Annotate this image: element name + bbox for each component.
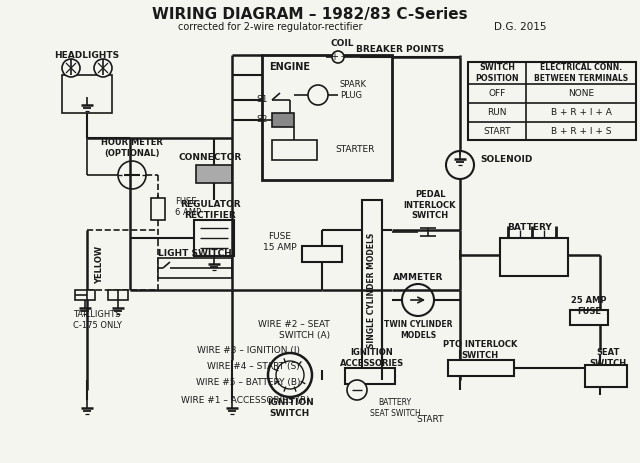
Text: SINGLE CYLINDER MODELS: SINGLE CYLINDER MODELS xyxy=(367,232,376,348)
Text: REGULATOR
RECTIFIER: REGULATOR RECTIFIER xyxy=(180,200,240,220)
Bar xyxy=(448,360,514,376)
Text: LIGHT SWITCH: LIGHT SWITCH xyxy=(158,249,232,257)
Bar xyxy=(196,165,232,183)
Text: START: START xyxy=(483,127,511,136)
Text: ELECTRICAL CONN.
BETWEEN TERMINALS: ELECTRICAL CONN. BETWEEN TERMINALS xyxy=(534,63,628,83)
Text: SOLENOID: SOLENOID xyxy=(480,156,532,164)
Bar xyxy=(585,365,627,387)
Text: AMMETER: AMMETER xyxy=(393,274,443,282)
Text: WIRE #3 – IGNITION (I): WIRE #3 – IGNITION (I) xyxy=(197,345,300,355)
Text: SWITCH
POSITION: SWITCH POSITION xyxy=(475,63,519,83)
Text: WIRE #4 – START (S): WIRE #4 – START (S) xyxy=(207,362,300,370)
Text: +: + xyxy=(330,52,338,62)
Bar xyxy=(262,55,392,180)
Text: 25 AMP
FUSE: 25 AMP FUSE xyxy=(572,296,607,316)
Text: WIRE #5 – BATTERY (B): WIRE #5 – BATTERY (B) xyxy=(195,377,300,387)
Text: WIRE #1 – ACCESSORIES (R): WIRE #1 – ACCESSORIES (R) xyxy=(181,395,310,405)
Text: ENGINE: ENGINE xyxy=(269,62,310,72)
Circle shape xyxy=(347,380,367,400)
Text: SEAT
SWITCH: SEAT SWITCH xyxy=(589,348,627,368)
Text: B + R + I + A: B + R + I + A xyxy=(550,108,611,117)
Text: STARTER: STARTER xyxy=(335,145,374,155)
Bar xyxy=(75,290,95,300)
Circle shape xyxy=(268,353,312,397)
Text: BATTERY: BATTERY xyxy=(508,224,552,232)
Text: HOUR METER
(OPTIONAL): HOUR METER (OPTIONAL) xyxy=(101,138,163,158)
Text: TWIN CYLINDER
MODELS: TWIN CYLINDER MODELS xyxy=(384,320,452,340)
Circle shape xyxy=(402,284,434,316)
Text: COIL: COIL xyxy=(330,39,354,49)
Bar xyxy=(468,62,636,140)
Text: RUN: RUN xyxy=(487,108,507,117)
Text: D.G. 2015: D.G. 2015 xyxy=(493,22,547,32)
Bar xyxy=(62,75,112,113)
Circle shape xyxy=(118,161,146,189)
Bar xyxy=(302,246,342,262)
Circle shape xyxy=(332,51,344,63)
Text: BREAKER POINTS: BREAKER POINTS xyxy=(356,45,444,55)
Text: OFF: OFF xyxy=(488,89,506,98)
Circle shape xyxy=(276,361,304,389)
Bar xyxy=(272,140,317,160)
Circle shape xyxy=(308,85,328,105)
Text: YELLOW: YELLOW xyxy=(95,246,104,284)
Text: NONE: NONE xyxy=(568,89,594,98)
Circle shape xyxy=(446,151,474,179)
Text: S1: S1 xyxy=(257,95,268,105)
Text: FUSE
15 AMP: FUSE 15 AMP xyxy=(263,232,297,252)
Text: WIRE #2 – SEAT
SWITCH (A): WIRE #2 – SEAT SWITCH (A) xyxy=(259,320,330,340)
Text: SPARK
PLUG: SPARK PLUG xyxy=(340,80,367,100)
Text: PEDAL
INTERLOCK
SWITCH: PEDAL INTERLOCK SWITCH xyxy=(404,190,456,220)
Circle shape xyxy=(62,59,80,77)
Text: HEADLIGHTS: HEADLIGHTS xyxy=(54,51,120,61)
Text: S2: S2 xyxy=(257,115,268,125)
Bar xyxy=(151,198,165,220)
Circle shape xyxy=(94,59,112,77)
Bar xyxy=(194,220,234,256)
Text: B + R + I + S: B + R + I + S xyxy=(551,127,611,136)
Bar xyxy=(272,113,294,127)
Text: START: START xyxy=(416,415,444,425)
Text: PTO INTERLOCK
SWITCH: PTO INTERLOCK SWITCH xyxy=(443,340,517,360)
Text: FUSE
6 AMP: FUSE 6 AMP xyxy=(175,197,201,217)
Bar xyxy=(345,368,395,384)
Bar xyxy=(570,310,608,325)
Bar xyxy=(362,200,382,380)
Text: WIRING DIAGRAM – 1982/83 C-Series: WIRING DIAGRAM – 1982/83 C-Series xyxy=(152,6,468,21)
Text: TAILLIGHTS
C-175 ONLY: TAILLIGHTS C-175 ONLY xyxy=(72,310,122,330)
Text: corrected for 2-wire regulator-rectifier: corrected for 2-wire regulator-rectifier xyxy=(178,22,362,32)
Text: CONNECTOR: CONNECTOR xyxy=(179,154,242,163)
Bar xyxy=(158,258,232,278)
Text: IGNITION
SWITCH: IGNITION SWITCH xyxy=(267,398,314,418)
Text: IGNITION
ACCESSORIES: IGNITION ACCESSORIES xyxy=(340,348,404,368)
Bar xyxy=(500,238,568,276)
Bar xyxy=(108,290,128,300)
Text: BATTERY
SEAT SWITCH: BATTERY SEAT SWITCH xyxy=(370,398,420,418)
Text: -: - xyxy=(340,52,344,62)
